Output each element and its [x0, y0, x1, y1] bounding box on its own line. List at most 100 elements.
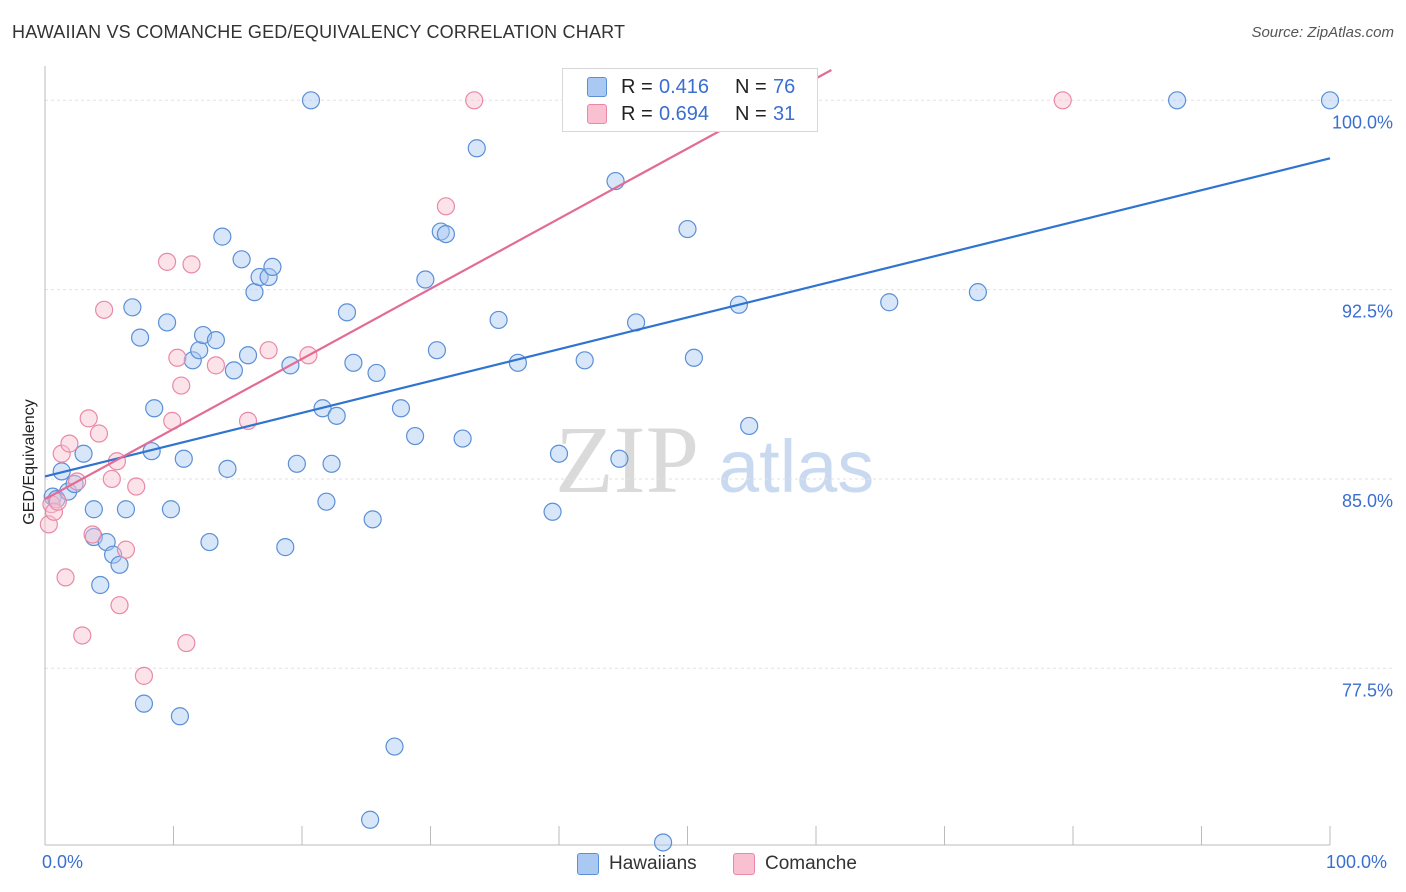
trendline-hawaiians [44, 157, 1331, 478]
series-swatch-hawaiians [577, 853, 599, 875]
point-hawaiians [549, 444, 569, 463]
series-legend-hawaiians: Hawaiians [577, 853, 697, 875]
point-hawaiians [322, 454, 341, 473]
point-hawaiians [224, 361, 243, 380]
legend-r-value: 0.694 [659, 102, 710, 125]
point-hawaiians [123, 298, 142, 317]
point-hawaiians [84, 500, 103, 519]
point-comanche [83, 525, 102, 544]
point-hawaiians [489, 310, 508, 330]
legend-r-label: R = [621, 75, 653, 98]
point-hawaiians [361, 810, 380, 829]
watermark-zip: ZIP [555, 406, 699, 513]
series-legend: Hawaiians Comanche [0, 853, 1406, 877]
point-hawaiians [436, 224, 456, 244]
point-hawaiians [684, 348, 704, 367]
point-hawaiians [367, 363, 386, 383]
source-credit: Source: ZipAtlas.com [1251, 24, 1394, 41]
point-hawaiians [391, 399, 411, 418]
x-tick-label-max: 100.0% [1326, 852, 1388, 872]
point-hawaiians [301, 91, 321, 110]
point-hawaiians [110, 555, 129, 574]
point-hawaiians [190, 341, 209, 360]
point-comanche [79, 409, 98, 428]
point-hawaiians [427, 341, 447, 360]
point-comanche [102, 469, 121, 489]
y-tick-label: 92.5% [1342, 302, 1393, 322]
point-hawaiians [431, 222, 450, 241]
point-hawaiians [206, 331, 226, 350]
point-comanche [56, 568, 75, 587]
point-hawaiians [157, 313, 177, 332]
point-hawaiians [740, 416, 759, 436]
point-hawaiians [170, 707, 190, 726]
trendline-comanche [44, 69, 832, 501]
point-comanche [1053, 91, 1072, 110]
point-hawaiians [116, 500, 136, 519]
point-comanche [259, 341, 278, 360]
point-hawaiians [1167, 91, 1187, 110]
legend-row-hawaiians: R = 0.416 N = 76 [587, 75, 795, 99]
point-hawaiians [327, 406, 346, 425]
watermark-atlas: atlas [718, 425, 874, 508]
y-tick-label: 77.5% [1342, 680, 1393, 700]
point-hawaiians [575, 351, 594, 370]
series-swatch-comanche [733, 853, 755, 875]
point-comanche [172, 376, 191, 395]
point-comanche [73, 626, 92, 645]
point-comanche [134, 666, 154, 685]
point-hawaiians [317, 492, 336, 511]
y-tick-label: 100.0% [1332, 112, 1393, 132]
point-hawaiians [405, 426, 425, 446]
point-hawaiians [453, 429, 472, 448]
legend-row-comanche: R = 0.694 N = 31 [587, 102, 795, 126]
legend-n-label: N = [735, 102, 767, 125]
point-hawaiians [678, 219, 697, 239]
point-hawaiians [218, 459, 237, 478]
point-hawaiians [238, 346, 258, 365]
point-comanche [95, 300, 114, 319]
point-hawaiians [287, 454, 306, 473]
legend-swatch-comanche [587, 104, 607, 124]
point-comanche [157, 252, 177, 271]
point-comanche [110, 596, 129, 615]
series-name-comanche: Comanche [765, 853, 857, 874]
point-comanche [107, 452, 127, 471]
point-hawaiians [653, 833, 673, 852]
point-comanche [60, 434, 79, 453]
point-hawaiians [74, 444, 93, 463]
point-comanche [127, 477, 146, 496]
series-legend-comanche: Comanche [733, 853, 857, 875]
stats-legend: R = 0.416 N = 76 R = 0.694 N = 31 [562, 68, 818, 132]
point-hawaiians [467, 139, 486, 158]
legend-swatch-hawaiians [587, 77, 607, 97]
point-hawaiians [363, 510, 382, 529]
point-hawaiians [263, 257, 282, 277]
point-hawaiians [200, 532, 219, 552]
point-hawaiians [145, 399, 164, 418]
point-hawaiians [276, 538, 295, 557]
legend-n-value: 76 [773, 75, 796, 98]
point-hawaiians [130, 328, 150, 347]
point-hawaiians [344, 353, 363, 372]
point-comanche [89, 424, 109, 443]
point-hawaiians [385, 737, 404, 756]
point-hawaiians [880, 293, 899, 312]
point-comanche [465, 91, 484, 110]
series-name-hawaiians: Hawaiians [609, 853, 697, 874]
point-comanche [436, 197, 456, 216]
point-hawaiians [1320, 91, 1340, 110]
point-comanche [116, 540, 136, 559]
point-hawaiians [245, 283, 264, 302]
legend-n-value: 31 [773, 102, 796, 125]
point-hawaiians [213, 227, 232, 246]
point-comanche [52, 444, 71, 463]
legend-n-label: N = [735, 75, 767, 98]
point-hawaiians [134, 694, 154, 713]
point-hawaiians [610, 449, 629, 468]
y-tick-label: 85.0% [1342, 491, 1393, 511]
x-tick-label-min: 0.0% [42, 852, 84, 872]
legend-r-label: R = [621, 102, 653, 125]
point-comanche [44, 502, 64, 521]
